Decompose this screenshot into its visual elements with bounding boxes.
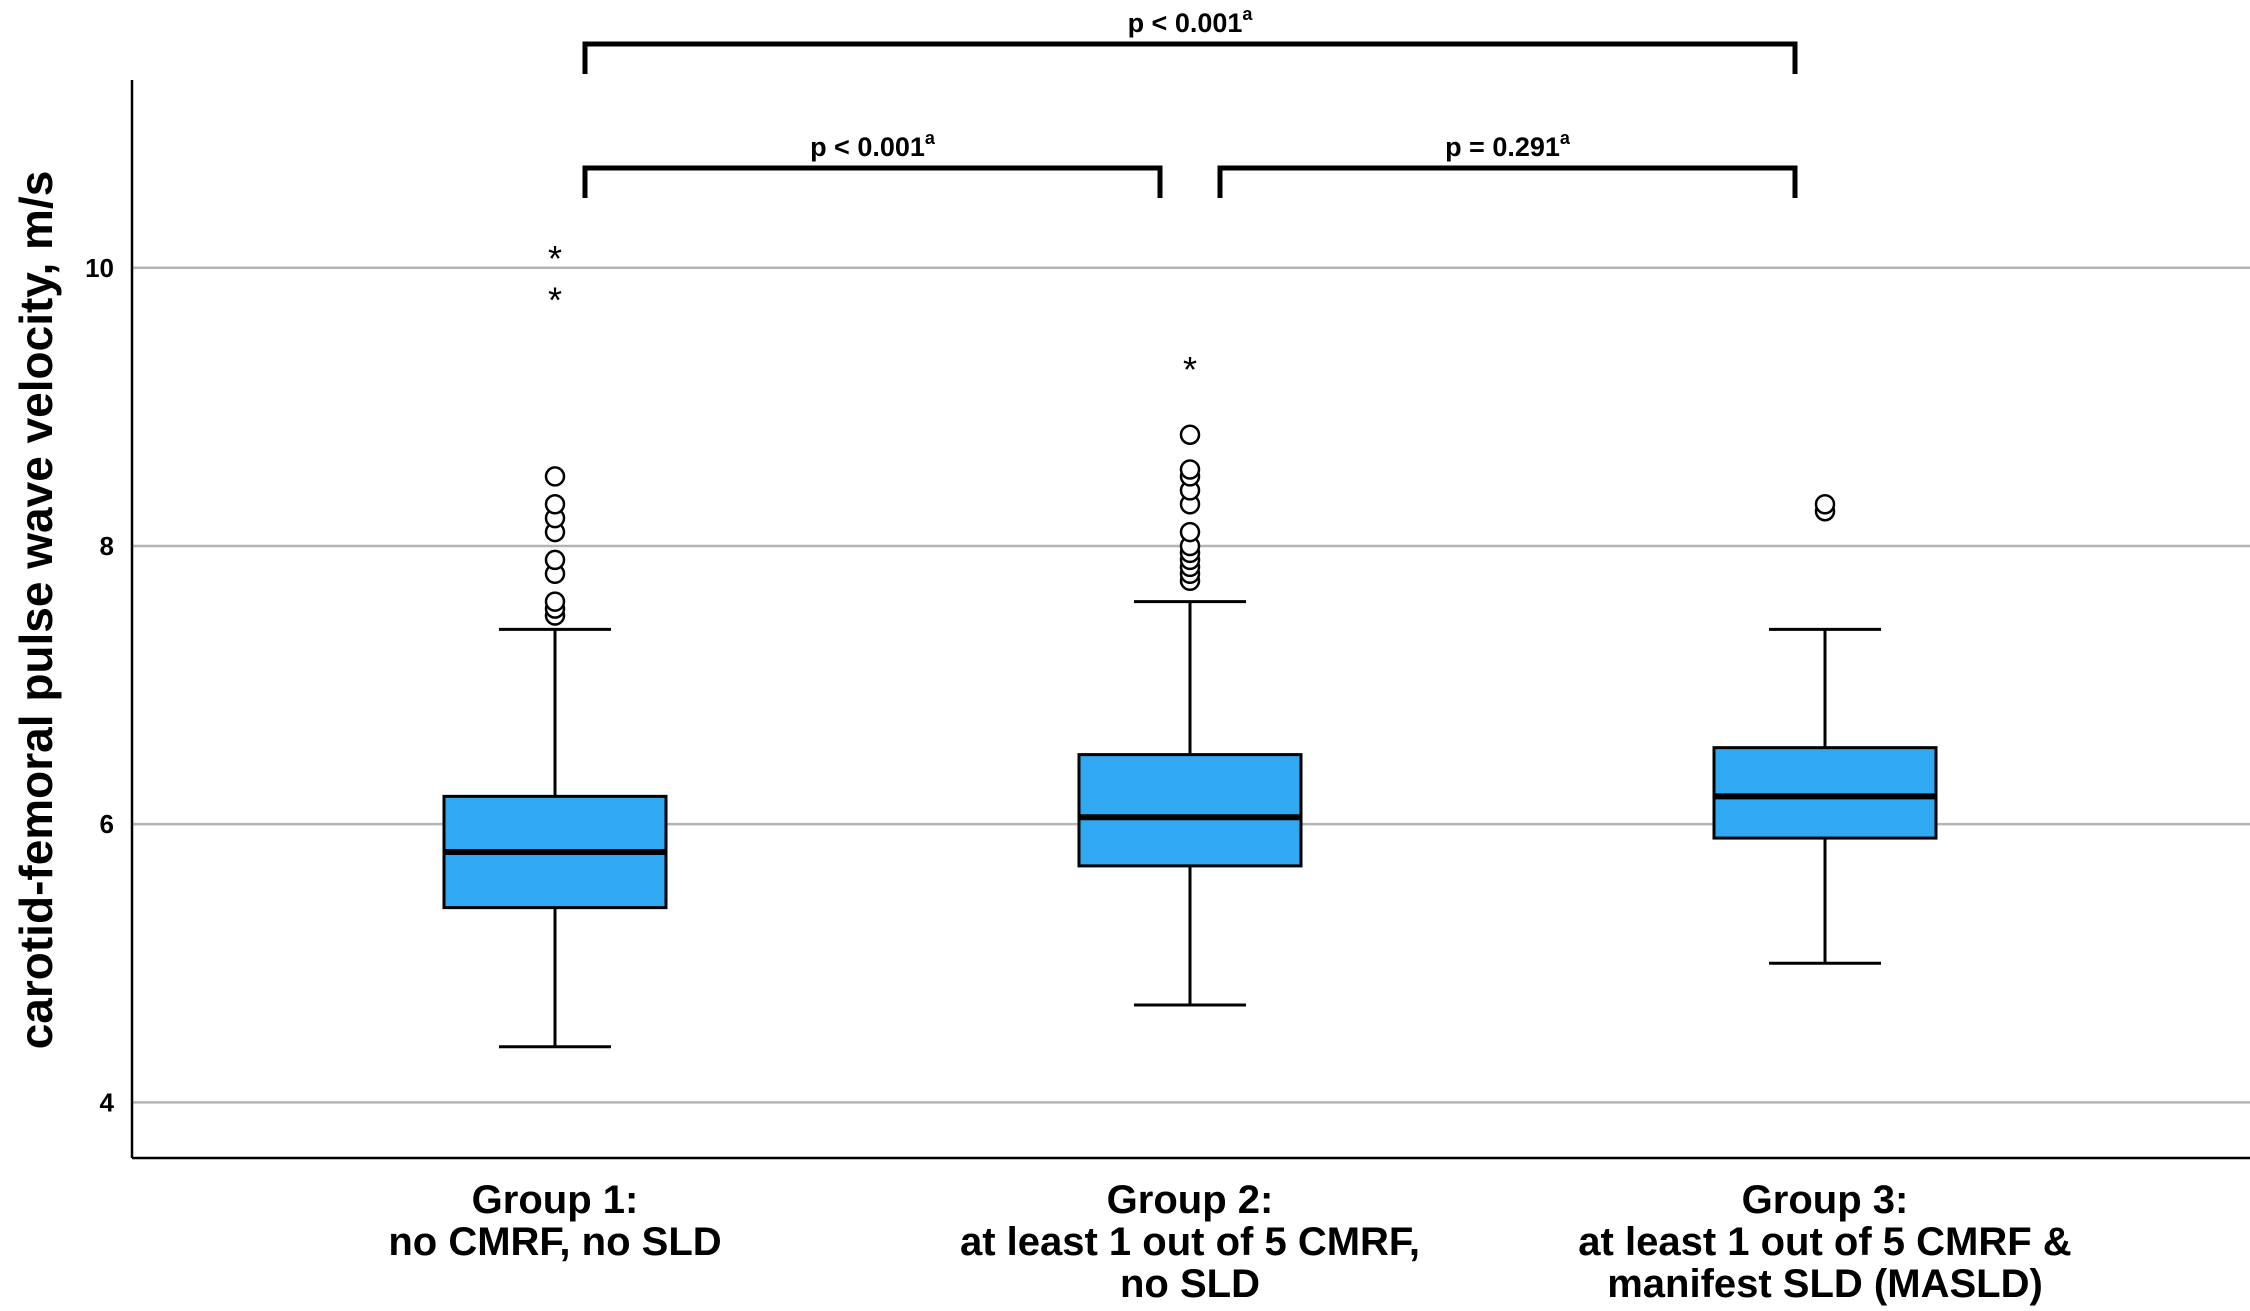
outlier-point	[544, 466, 566, 487]
axes	[130, 80, 2250, 1160]
p-value-label: p = 0.291a	[1445, 128, 1571, 162]
group-3-box	[1712, 493, 1938, 965]
outlier-point	[544, 493, 566, 515]
bracket-line	[582, 41, 1798, 74]
iqr-box	[1077, 753, 1303, 868]
outlier-point	[544, 549, 566, 571]
boxes: ***	[442, 238, 1938, 1049]
extreme-outlier-point: *	[548, 238, 562, 279]
bracket-line	[1217, 165, 1798, 198]
y-tick-label: 4	[100, 1087, 115, 1117]
outlier-point	[544, 591, 566, 612]
outlier-point	[1814, 493, 1836, 515]
extreme-outlier-point: *	[548, 280, 562, 321]
outlier-point	[1179, 459, 1201, 480]
outlier-point	[1179, 521, 1201, 543]
comparison-bracket: p = 0.291a	[1217, 128, 1798, 198]
x-tick-label: Group 3: at least 1 out of 5 CMRF & manife…	[1578, 1178, 2071, 1306]
y-tick-label: 10	[85, 253, 114, 283]
y-tick-labels: 4 6 8 10	[85, 253, 114, 1118]
p-value-label: p < 0.001a	[810, 128, 936, 162]
y-tick-label: 8	[100, 531, 114, 561]
extreme-outlier-point: *	[1183, 349, 1197, 390]
group-2-box: *	[1077, 349, 1303, 1007]
p-value-label: p < 0.001a	[1128, 4, 1254, 38]
group-1-box: **	[442, 238, 668, 1049]
x-tick-labels: Group 1: no CMRF, no SLD Group 2: at least …	[388, 1178, 2071, 1306]
x-tick-label: Group 2: at least 1 out of 5 CMRF, no SLD	[960, 1178, 1420, 1306]
x-tick-label: Group 1: no CMRF, no SLD	[388, 1178, 721, 1264]
bracket-line	[582, 165, 1163, 198]
iqr-box	[1712, 746, 1938, 840]
comparison-bracket: p < 0.001a	[582, 4, 1798, 74]
y-axis-label: carotid-femoral pulse wave velocity, m/s	[10, 171, 62, 1050]
outlier-point	[1179, 424, 1201, 445]
significance-brackets: p < 0.001a p = 0.291a p < 0.001a	[582, 4, 1798, 198]
y-tick-label: 6	[100, 809, 114, 839]
comparison-bracket: p < 0.001a	[582, 128, 1163, 198]
